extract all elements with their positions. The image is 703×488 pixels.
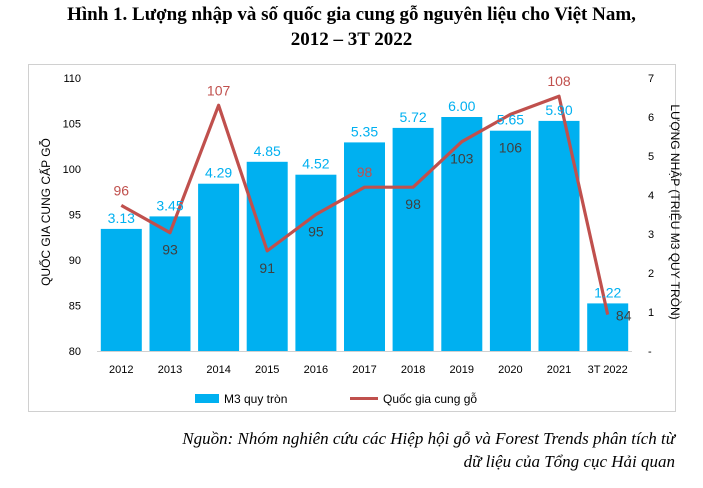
bar-value-label: 4.85 <box>254 143 281 159</box>
legend: M3 quy tròn Quốc gia cung gỗ <box>195 391 477 406</box>
right-axis-title: LƯỢNG NHẬP (TRIỆU M3 QUY TRÒN) <box>668 104 683 319</box>
right-tick-label: 2 <box>648 268 654 280</box>
x-tick-label: 2021 <box>547 364 571 376</box>
left-tick-label: 95 <box>69 210 81 222</box>
right-tick-label: - <box>648 346 652 358</box>
legend-line-label: Quốc gia cung gỗ <box>383 391 477 406</box>
chart-title-line-2: 2012 – 3T 2022 <box>290 29 413 50</box>
bar-value-label: 6.00 <box>448 98 475 114</box>
line-path <box>120 94 610 315</box>
line-value-label: 103 <box>450 151 474 167</box>
bar-value-label: 4.29 <box>205 165 232 181</box>
left-tick-label: 85 <box>69 301 81 313</box>
left-tick-label: 100 <box>63 164 81 176</box>
bar <box>392 127 434 352</box>
combo-chart: 3.13 3.45 4.29 4.85 4.52 5.35 5.72 6.00 5.65 5.90… <box>38 73 683 406</box>
bar-value-label: 3.13 <box>108 210 135 226</box>
chart-title: Hình 1. Lượng nhập và số quốc gia cung g… <box>0 2 703 52</box>
bar-value-label: 5.72 <box>399 109 426 125</box>
bar <box>295 174 337 351</box>
bar <box>246 161 288 351</box>
bar-value-label: 5.65 <box>497 112 524 128</box>
line-value-label: 107 <box>207 82 231 98</box>
left-y-axis: 80 85 90 95 100 105 110 <box>63 73 81 358</box>
x-tick-label: 2020 <box>498 364 522 376</box>
left-axis-title: QUỐC GIA CUNG CẤP GỖ <box>38 138 53 286</box>
source-note: Nguồn: Nhóm nghiên cứu các Hiệp hội gỗ v… <box>35 427 675 473</box>
right-tick-label: 7 <box>648 73 654 85</box>
line-value-label: 91 <box>259 260 275 276</box>
x-tick-label: 2013 <box>158 364 182 376</box>
line-value-label: 84 <box>616 308 632 324</box>
bar-value-label: 4.52 <box>302 156 329 172</box>
left-tick-label: 105 <box>63 119 81 131</box>
chart-frame <box>28 64 676 412</box>
x-tick-label: 2017 <box>352 364 376 376</box>
source-line-2: dữ liệu của Tổng cục Hải quan <box>463 452 675 471</box>
bar <box>489 130 531 351</box>
x-tick-label: 2015 <box>255 364 279 376</box>
line-value-label: 96 <box>114 182 130 198</box>
bar-data-labels: 3.13 3.45 4.29 4.85 4.52 5.35 5.72 6.00 5.65 5.90… <box>108 98 622 300</box>
line-value-label: 98 <box>357 164 373 180</box>
chart-title-line-1: Hình 1. Lượng nhập và số quốc gia cung g… <box>67 4 636 25</box>
left-tick-label: 90 <box>69 255 81 267</box>
bar <box>344 142 385 351</box>
bar-value-label: 5.90 <box>545 102 572 118</box>
line-value-label: 108 <box>547 73 571 89</box>
legend-bar-swatch <box>195 394 219 403</box>
bar <box>100 228 142 351</box>
right-tick-label: 1 <box>648 307 654 319</box>
x-tick-label: 2016 <box>304 364 328 376</box>
line-value-label: 98 <box>405 196 421 212</box>
x-tick-label: 2014 <box>206 364 230 376</box>
line-series <box>120 94 610 315</box>
x-tick-label: 2018 <box>401 364 425 376</box>
x-axis: 2012 2013 2014 2015 2016 2017 2018 2019 2020 2021… <box>97 351 632 376</box>
right-tick-label: 3 <box>648 229 654 241</box>
bar-series <box>100 117 629 352</box>
x-tick-label: 2012 <box>109 364 133 376</box>
right-tick-label: 6 <box>648 112 654 124</box>
right-tick-label: 5 <box>648 151 654 163</box>
x-tick-label: 3T 2022 <box>588 364 628 376</box>
legend-bar-label: M3 quy tròn <box>224 392 287 406</box>
bar <box>149 216 191 351</box>
bar <box>198 183 240 351</box>
line-value-label: 95 <box>308 224 324 240</box>
line-value-label: 93 <box>162 242 178 258</box>
bar-value-label: 1.22 <box>594 284 621 300</box>
line-value-label: 106 <box>499 140 523 156</box>
right-tick-label: 4 <box>648 190 654 202</box>
x-tick-label: 2019 <box>450 364 474 376</box>
source-line-1: Nguồn: Nhóm nghiên cứu các Hiệp hội gỗ v… <box>182 429 675 448</box>
left-tick-label: 110 <box>63 73 81 85</box>
bar-value-label: 5.35 <box>351 123 378 139</box>
right-y-axis: - 1 2 3 4 5 6 7 <box>648 73 654 358</box>
line-data-labels: 96 93 107 91 95 98 98 103 106 108 84 <box>114 73 632 323</box>
left-tick-label: 80 <box>69 346 81 358</box>
bar-value-label: 3.45 <box>156 197 183 213</box>
